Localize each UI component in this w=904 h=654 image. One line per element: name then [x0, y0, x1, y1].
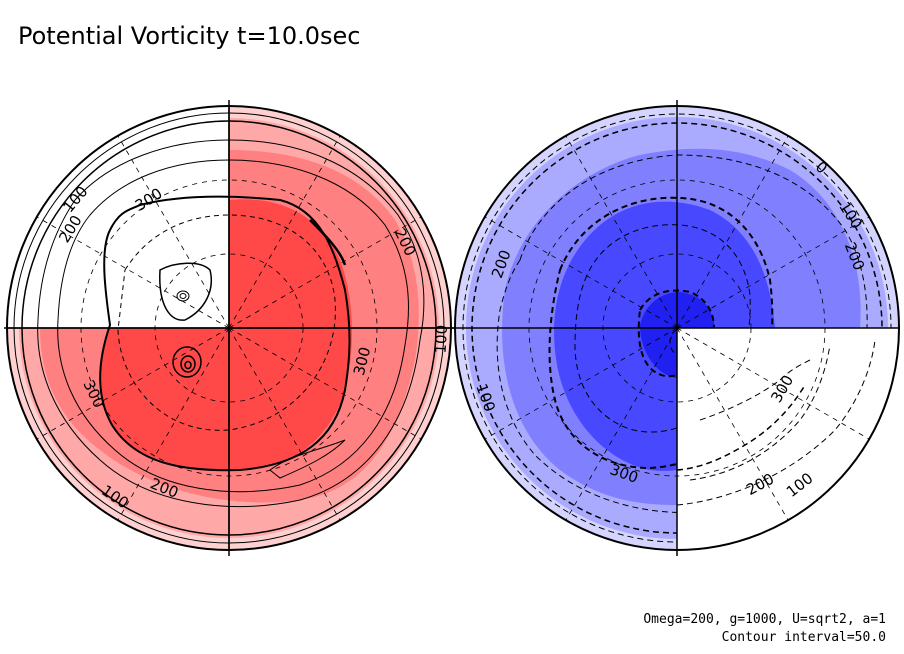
- left-contour-200b: [57, 159, 409, 493]
- left-contour-300: [99, 195, 351, 472]
- left-grid-120: [117, 135, 230, 329]
- right-grid-240: [565, 327, 678, 521]
- left-grid-330: [228, 327, 422, 440]
- left-filament-2: [309, 219, 347, 266]
- left-grid-60: [228, 135, 341, 329]
- right-grid-30: [676, 216, 870, 329]
- left-contour-inner: [159, 262, 212, 321]
- right-white-contour-4: [676, 339, 876, 506]
- left-grid-150: [36, 216, 230, 329]
- left-vortex-red-1: [172, 346, 202, 378]
- right-grid-150: [484, 216, 678, 329]
- left-grid-300: [228, 327, 341, 521]
- left-vortex-red-2: [180, 355, 196, 373]
- parameters-note: Omega=200, g=1000, U=sqrt2, a=1: [643, 612, 886, 627]
- right-white-contour-2: [689, 344, 831, 481]
- right-white-contour-1: [676, 384, 806, 471]
- left-hemisphere-contour-label-5: 100: [432, 324, 451, 354]
- left-dashed-1: [117, 214, 336, 431]
- right-white-quadrant: [677, 328, 899, 550]
- right-grid-210: [484, 327, 678, 440]
- right-grid-120: [565, 135, 678, 329]
- left-white-quadrant: [7, 106, 229, 328]
- chart-title: Potential Vorticity t=10.0sec: [18, 22, 361, 50]
- left-vortex-core-2: [179, 293, 187, 299]
- left-contour-200: [37, 139, 425, 507]
- left-fill-level-300: [100, 199, 352, 470]
- right-grid-300: [676, 327, 789, 521]
- left-grid-30: [228, 216, 422, 329]
- right-fill-level-400: [640, 292, 715, 378]
- right-grid-330: [676, 327, 870, 440]
- left-grid-240: [117, 327, 230, 521]
- right-grid-60: [676, 135, 789, 329]
- contour-interval-note: Contour interval=50.0: [721, 630, 886, 645]
- right-white-contours: [676, 339, 876, 506]
- left-filament-1: [269, 439, 346, 479]
- left-grid-210: [36, 327, 230, 440]
- left-vortex-red-3: [184, 360, 192, 370]
- right-white-contour-3: [699, 359, 811, 421]
